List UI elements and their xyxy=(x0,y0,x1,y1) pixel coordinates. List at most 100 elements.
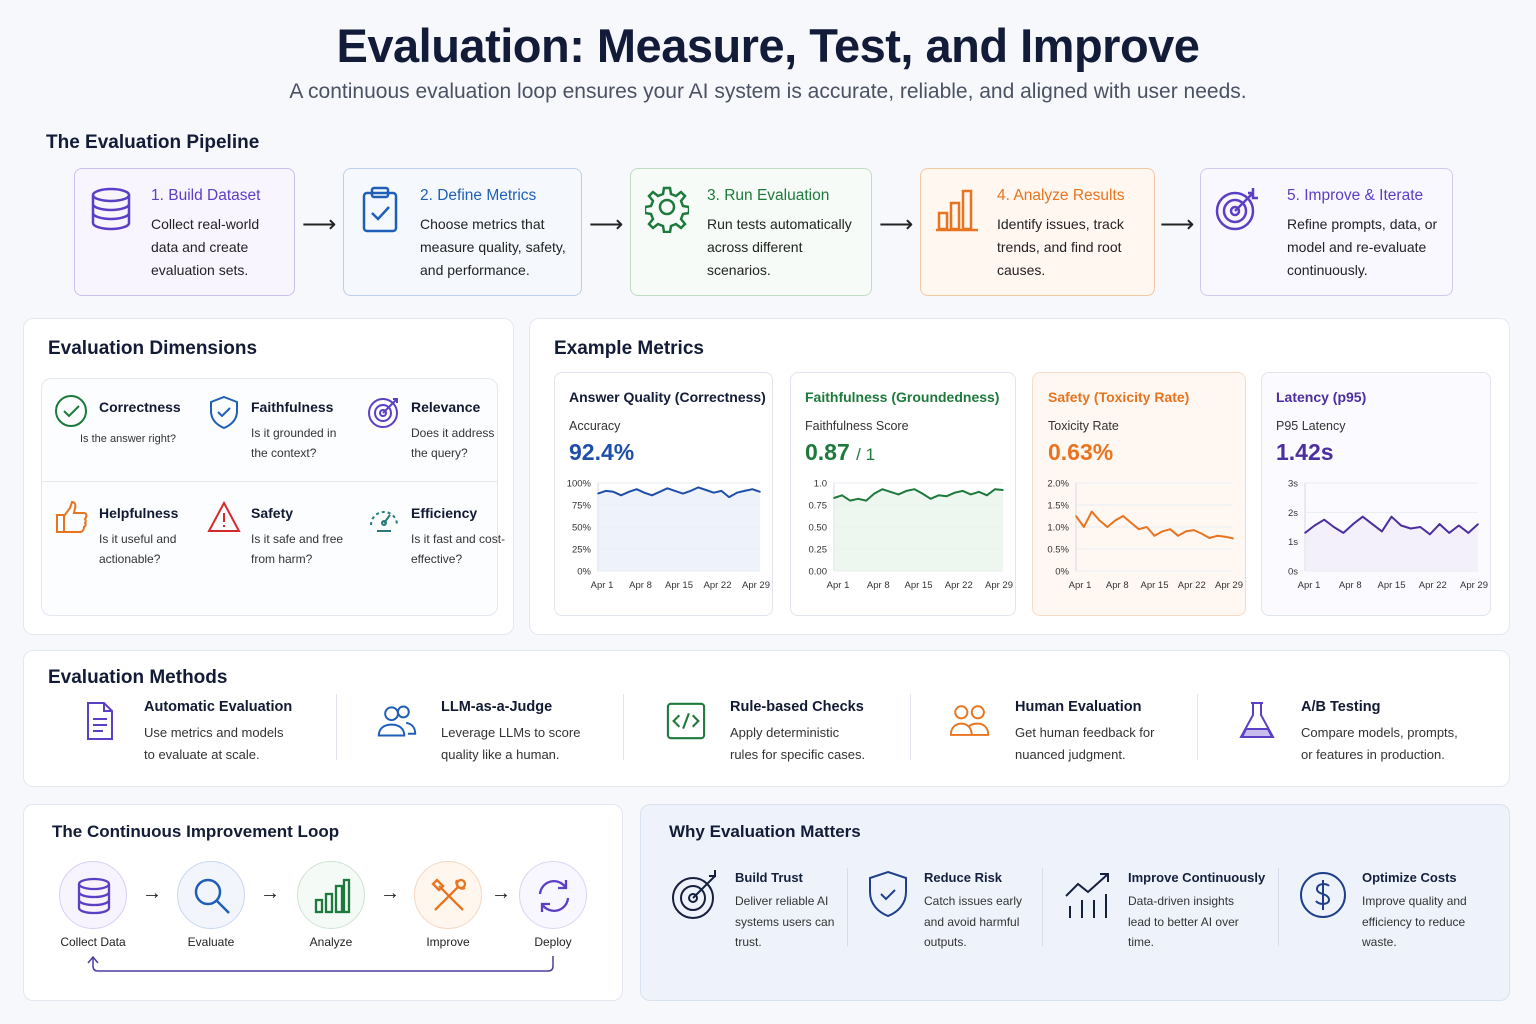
loop-step-label: Collect Data xyxy=(60,935,126,949)
dimension-title: Helpfulness xyxy=(99,505,179,521)
method-title: A/B Testing xyxy=(1301,699,1381,715)
data-point xyxy=(857,498,859,500)
metric-title: Safety (Toxicity Rate) xyxy=(1048,389,1190,405)
method-desc-line: Get human feedback for xyxy=(1015,725,1155,740)
data-point xyxy=(674,490,676,492)
loop-back-arrow-icon xyxy=(87,955,554,972)
method-desc-line: nuanced judgment. xyxy=(1015,747,1126,762)
x-tick-label: Apr 15 xyxy=(905,580,933,591)
y-tick-label: 0s xyxy=(1288,567,1298,578)
step-title: 3. Run Evaluation xyxy=(707,187,830,204)
y-tick-label: 50% xyxy=(572,523,592,534)
loop-step-label: Improve xyxy=(426,935,470,949)
dimension-title: Efficiency xyxy=(411,505,478,521)
metric-value: 1.42s xyxy=(1276,439,1334,466)
x-tick-label: Apr 1 xyxy=(1069,580,1092,591)
x-tick-label: Apr 29 xyxy=(1460,580,1488,591)
y-tick-label: 0% xyxy=(577,567,591,578)
series-line xyxy=(833,488,1004,502)
data-point xyxy=(913,488,916,490)
code-icon xyxy=(666,702,706,740)
warning-icon xyxy=(207,501,241,532)
why-desc: Catch issues early and avoid harmful out… xyxy=(924,894,1023,949)
method-desc-line: Use metrics and models xyxy=(144,725,284,740)
data-point xyxy=(1467,532,1470,534)
method-desc-line: rules for specific cases. xyxy=(730,747,866,762)
metric-label: Accuracy xyxy=(569,419,621,433)
data-point xyxy=(865,499,867,502)
metric-label: P95 Latency xyxy=(1276,419,1346,433)
data-point xyxy=(1090,510,1093,513)
data-point xyxy=(658,491,661,493)
arrow-right-icon: → xyxy=(380,882,400,904)
data-point xyxy=(1361,515,1364,518)
divider xyxy=(42,481,497,482)
dollar-icon xyxy=(1300,872,1346,918)
series-line xyxy=(597,486,761,499)
target-icon xyxy=(672,870,716,919)
metric-value-number: 92.4% xyxy=(569,439,635,465)
database-icon xyxy=(91,187,131,231)
pipeline-heading: The Evaluation Pipeline xyxy=(46,132,260,153)
dimension-desc: Is it useful and actionable? xyxy=(99,532,177,566)
y-tick-label: 1s xyxy=(1288,537,1298,548)
database-icon xyxy=(77,877,111,915)
y-tick-label: 75% xyxy=(572,501,592,512)
data-point xyxy=(1083,526,1085,528)
pipeline-step-analyze-results: 4. Analyze Results Identify issues, trac… xyxy=(920,168,1155,296)
method-automatic-evaluation: Automatic Evaluation Use metrics and mod… xyxy=(80,695,360,765)
loop-step-evaluate xyxy=(177,861,245,929)
data-point xyxy=(1438,523,1441,525)
x-tick-label: Apr 22 xyxy=(1178,580,1206,591)
method-desc: Compare models, prompts, or features in p… xyxy=(1301,722,1458,766)
why-title: Improve Continuously xyxy=(1128,870,1266,885)
method-desc: Use metrics and models to evaluate at sca… xyxy=(144,722,283,766)
data-point xyxy=(1390,515,1393,518)
check-circle-icon xyxy=(55,395,87,427)
refresh-icon xyxy=(538,879,570,913)
why-desc: Data-driven insights lead to better AI o… xyxy=(1128,894,1239,949)
divider xyxy=(1197,694,1198,760)
divider xyxy=(336,694,337,760)
arrow-right-icon: ⟶ xyxy=(879,211,914,238)
x-tick-label: Apr 22 xyxy=(945,580,973,591)
dimension-title: Relevance xyxy=(411,399,481,415)
method-title: LLM-as-a-Judge xyxy=(441,699,553,715)
faithfulness-chart: 0.00 0.25 0.50 0.75 1.0 Apr 1 Apr 8 Apr 15 Apr 2… xyxy=(809,479,1014,592)
metric-card-safety: Safety (Toxicity Rate) Toxicity Rate 0.6… xyxy=(1032,372,1246,616)
dimensions-grid xyxy=(41,378,498,616)
method-title: Automatic Evaluation xyxy=(144,699,293,715)
data-point xyxy=(929,498,932,500)
data-point xyxy=(1429,533,1431,536)
data-point xyxy=(1114,519,1117,522)
data-point xyxy=(759,491,761,493)
step-title: 2. Define Metrics xyxy=(420,187,537,204)
data-point xyxy=(1002,489,1004,491)
search-icon xyxy=(194,878,230,914)
y-tick-label: 1.5% xyxy=(1047,501,1069,512)
tools-icon xyxy=(431,878,467,911)
data-point xyxy=(1177,535,1179,537)
loop-step-label: Analyze xyxy=(309,935,353,949)
data-point xyxy=(1342,532,1345,534)
loop-step-label: Deploy xyxy=(534,935,572,949)
data-point xyxy=(643,491,646,494)
users-icon xyxy=(377,705,417,737)
data-point xyxy=(689,490,692,492)
method-llm-as-a-judge: LLM-as-a-Judge Leverage LLMs to score qua… xyxy=(377,695,657,765)
x-tick-label: Apr 29 xyxy=(742,580,770,591)
y-tick-label: 0.50 xyxy=(809,523,828,534)
bar-chart-icon xyxy=(314,878,351,914)
shield-check-icon xyxy=(210,395,238,429)
metric-title: Answer Quality (Correctness) xyxy=(569,389,766,405)
divider xyxy=(847,868,848,946)
data-point xyxy=(1145,526,1148,528)
data-point xyxy=(1098,519,1101,522)
data-point xyxy=(705,489,707,491)
document-icon xyxy=(87,702,113,740)
method-title: Human Evaluation xyxy=(1015,699,1142,715)
dimension-title: Correctness xyxy=(99,399,181,415)
dimension-desc: Is it fast and cost-effective? xyxy=(411,532,506,566)
data-point xyxy=(937,494,940,497)
data-point xyxy=(945,495,948,497)
